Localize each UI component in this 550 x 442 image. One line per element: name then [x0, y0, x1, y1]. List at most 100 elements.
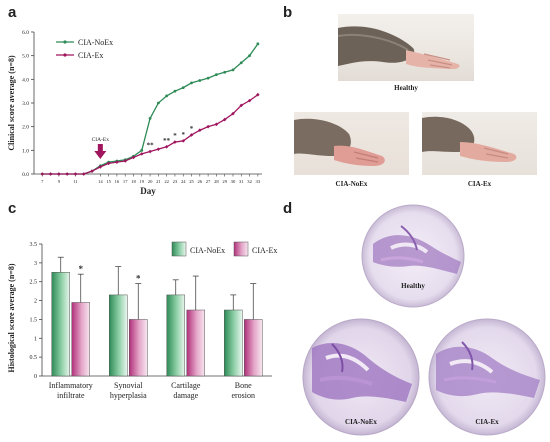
- x-tick-label: 7: [41, 179, 44, 184]
- data-point: [214, 122, 219, 127]
- data-point: [181, 139, 186, 143]
- y-tick-label: 3: [34, 261, 37, 267]
- bar-cia-noex: [51, 272, 70, 377]
- legend-swatch: [233, 241, 249, 257]
- significance-marker: *: [79, 264, 84, 274]
- legend-marker: [63, 40, 67, 44]
- legend-marker: [63, 53, 67, 57]
- legend-swatch: [171, 241, 187, 257]
- y-axis-title: Histological score average (n=8): [7, 263, 16, 372]
- data-point: [148, 116, 152, 120]
- bar-cia-noex: [109, 294, 128, 377]
- y-tick-label: 3.0: [22, 101, 29, 107]
- x-tick-label: 27: [206, 179, 211, 184]
- caption-b-cia-noex: CIA-NoEx: [335, 180, 368, 188]
- data-point: [81, 172, 86, 176]
- data-point: [106, 161, 111, 166]
- category-label: Synovial: [114, 381, 143, 390]
- data-point: [256, 92, 260, 97]
- significance-marker: *: [181, 131, 185, 139]
- data-point: [173, 140, 177, 144]
- histology-healthy: Healthy: [361, 204, 465, 308]
- x-tick-label: 26: [198, 179, 203, 184]
- series-line-cia-ex: [42, 94, 259, 175]
- category-label: erosion: [231, 391, 255, 400]
- photo-cia-ex-paw: [422, 112, 537, 175]
- y-tick-label: 2.0: [22, 125, 29, 131]
- data-point: [98, 165, 103, 169]
- bar-cia-noex: [166, 294, 185, 377]
- data-point: [73, 172, 78, 176]
- data-point: [57, 172, 61, 176]
- category-label: Inflammatory: [49, 381, 93, 390]
- data-point: [239, 61, 243, 65]
- x-tick-label: 15: [106, 179, 111, 184]
- x-tick-label: 19: [139, 179, 144, 184]
- panel-letter-a: a: [8, 4, 17, 21]
- significance-marker: **: [163, 137, 171, 145]
- data-point: [90, 169, 94, 173]
- data-point: [215, 73, 218, 76]
- data-point: [206, 76, 210, 80]
- x-tick-label: 21: [156, 179, 161, 184]
- significance-marker: **: [147, 142, 155, 150]
- y-tick-label: 3.5: [30, 242, 38, 248]
- annotation-arrow-head: [94, 151, 107, 159]
- category-label: hyperplasia: [110, 391, 147, 400]
- y-tick-label: 1: [34, 336, 37, 342]
- data-point: [139, 152, 144, 156]
- series-line-cia-noex: [42, 43, 259, 175]
- x-axis-title: Day: [140, 186, 156, 196]
- data-point: [115, 160, 119, 164]
- photo-cia-noex-paw: [294, 112, 409, 175]
- y-tick-label: 5.0: [22, 54, 29, 60]
- x-tick-label: 31: [239, 179, 244, 184]
- data-point: [164, 144, 169, 149]
- data-point: [247, 98, 252, 103]
- x-tick-label: 14: [98, 179, 103, 184]
- bar-cia-ex: [186, 309, 205, 377]
- y-axis-title: Clinical score average (n=8): [7, 55, 16, 151]
- x-tick-label: 11: [73, 179, 78, 184]
- panel-letter-d: d: [283, 200, 293, 217]
- y-tick-label: 2: [34, 299, 37, 305]
- significance-marker: *: [136, 274, 141, 284]
- y-tick-label: 1.5: [30, 317, 38, 323]
- bar-cia-noex: [224, 309, 243, 377]
- data-point: [256, 42, 260, 46]
- x-tick-label: 25: [189, 179, 194, 184]
- bar-cia-ex: [71, 302, 90, 377]
- data-point: [123, 159, 127, 163]
- data-point: [223, 70, 227, 74]
- histological-score-bar-chart: 0 0.5 1 1.5 2 2.5 3 3.5 Histological score avera…: [7, 241, 277, 400]
- histology-cia-ex: CIA-Ex: [428, 318, 546, 436]
- data-point: [248, 54, 251, 58]
- caption-b-cia-ex: CIA-Ex: [467, 180, 492, 188]
- caption-d-healthy: Healthy: [401, 282, 425, 290]
- data-point: [131, 155, 136, 160]
- histology-cia-noex: CIA-NoEx: [302, 318, 420, 436]
- photo-healthy-paw: [338, 14, 474, 81]
- data-point: [156, 101, 160, 105]
- data-point: [222, 117, 227, 122]
- y-tick-label: 1.0: [22, 148, 29, 154]
- category-label: damage: [173, 391, 198, 400]
- x-tick-label: 16: [115, 179, 120, 184]
- data-point: [165, 94, 169, 98]
- y-tick-label: 0.0: [22, 172, 29, 178]
- data-point: [173, 89, 177, 93]
- y-tick-label: 2.5: [30, 280, 38, 286]
- x-tick-label: 9: [58, 179, 61, 184]
- data-point: [231, 68, 235, 72]
- panel-letter-c: c: [8, 200, 17, 217]
- x-tick-label: 17: [123, 179, 128, 184]
- data-point: [40, 172, 45, 176]
- y-tick-label: 0.5: [30, 355, 38, 361]
- data-point: [239, 103, 244, 108]
- y-tick-label: 4.0: [22, 77, 29, 83]
- x-tick-label: 24: [181, 179, 186, 184]
- category-label: Cartilage: [171, 381, 201, 390]
- annotation-label: CIA-Ex: [92, 137, 110, 143]
- legend-label: CIA-NoEx: [78, 38, 113, 47]
- caption-d-cia-noex: CIA-NoEx: [345, 418, 377, 426]
